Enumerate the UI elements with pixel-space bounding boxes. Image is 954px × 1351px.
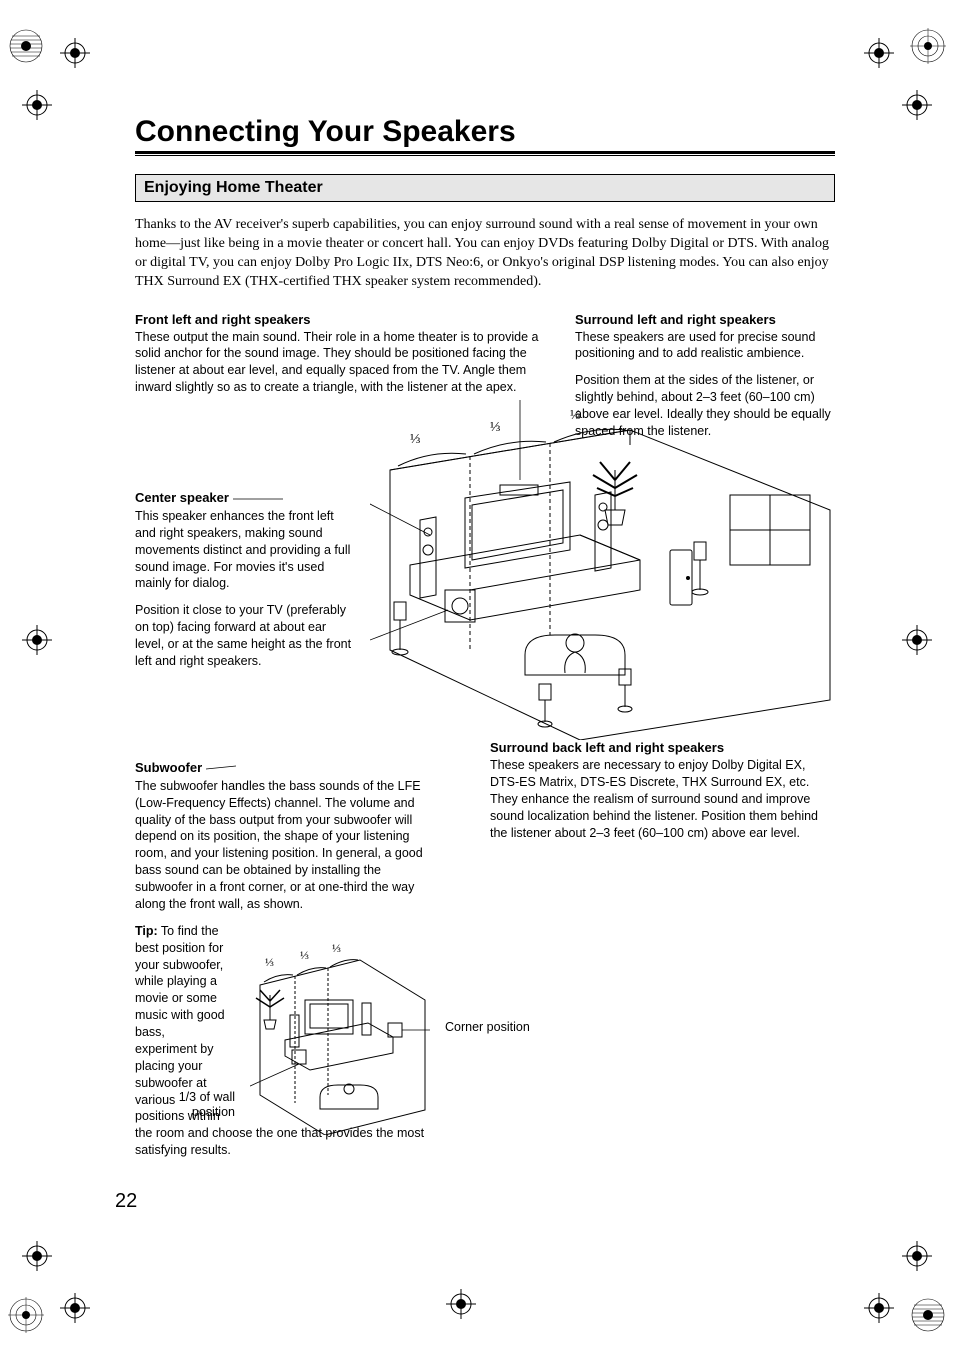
- surround-title: Surround left and right speakers: [575, 312, 835, 327]
- registration-mark: [902, 625, 932, 655]
- registration-mark: [22, 90, 52, 120]
- sback-body: These speakers are necessary to enjoy Do…: [490, 757, 835, 841]
- registration-mark: [864, 1293, 894, 1323]
- page: Connecting Your Speakers Enjoying Home T…: [0, 0, 954, 1351]
- center-title-text: Center speaker: [135, 490, 229, 505]
- center-body1: This speaker enhances the front left and…: [135, 508, 355, 592]
- leader-line-icon: [206, 761, 236, 776]
- rule-thick: [135, 151, 835, 154]
- corner-position-text: Corner position: [445, 1020, 530, 1034]
- registration-mark: [60, 38, 90, 68]
- crop-ornament: [8, 28, 44, 64]
- crop-ornament: [910, 1297, 946, 1333]
- fraction-label: ⅓: [570, 408, 581, 424]
- crop-ornament: [910, 28, 946, 64]
- registration-mark: [446, 1289, 476, 1319]
- room-diagram: ⅓ ⅓ ⅓: [370, 400, 840, 730]
- tip-label: Tip:: [135, 924, 158, 938]
- sub-body: The subwoofer handles the bass sounds of…: [135, 778, 425, 913]
- rule-thin: [135, 155, 835, 156]
- page-title: Connecting Your Speakers: [135, 115, 835, 149]
- center-body2: Position it close to your TV (preferably…: [135, 602, 355, 670]
- surround-back-block: Surround back left and right speakers Th…: [490, 740, 835, 851]
- registration-mark: [902, 90, 932, 120]
- corner-position-label: Corner position: [445, 1020, 530, 1035]
- registration-mark: [864, 38, 894, 68]
- intro-paragraph: Thanks to the AV receiver's superb capab…: [135, 216, 835, 292]
- fraction-label: ⅓: [490, 420, 501, 436]
- fraction-label: ⅓: [332, 941, 341, 956]
- front-body: These output the main sound. Their role …: [135, 329, 555, 397]
- sub-title-text: Subwoofer: [135, 760, 202, 775]
- fraction-label: ⅓: [265, 955, 274, 970]
- crop-ornament: [8, 1297, 44, 1333]
- fraction-label: ⅓: [300, 948, 309, 963]
- registration-mark: [22, 1241, 52, 1271]
- page-number: 22: [115, 1190, 137, 1213]
- subwoofer-diagram: ⅓ ⅓ ⅓: [250, 945, 430, 1125]
- third-wall-text: 1/3 of wall position: [179, 1090, 235, 1119]
- fraction-label: ⅓: [410, 432, 421, 448]
- section-heading: Enjoying Home Theater: [135, 174, 835, 202]
- leader-line-icon: [233, 491, 283, 506]
- registration-mark: [22, 625, 52, 655]
- registration-mark: [902, 1241, 932, 1271]
- registration-mark: [60, 1293, 90, 1323]
- front-title: Front left and right speakers: [135, 312, 555, 327]
- sback-title: Surround back left and right speakers: [490, 740, 835, 755]
- third-wall-label: 1/3 of wall position: [165, 1090, 235, 1120]
- surround-body1: These speakers are used for precise soun…: [575, 329, 835, 363]
